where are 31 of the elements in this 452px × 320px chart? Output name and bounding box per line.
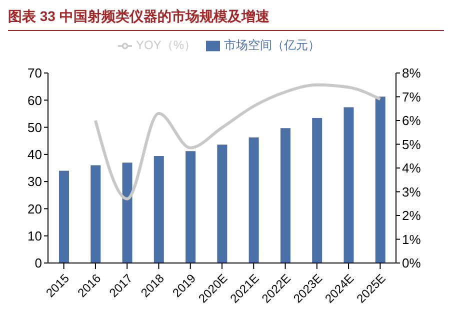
bar <box>217 144 228 263</box>
y2-tick-label: 0% <box>402 256 422 271</box>
bar <box>312 118 322 263</box>
bar <box>375 96 386 263</box>
y2-tick-label: 1% <box>402 232 422 247</box>
y2-tick-label: 6% <box>402 113 422 128</box>
y2-tick-label: 4% <box>402 160 422 176</box>
chart-title: 图表 33 中国射频类仪器的市场规模及增速 <box>8 8 444 31</box>
bar <box>248 137 259 263</box>
bar <box>280 128 290 263</box>
y2-tick-label: 8% <box>402 66 422 81</box>
bar <box>154 156 164 263</box>
bar <box>186 151 196 263</box>
y2-tick-label: 5% <box>402 136 422 152</box>
bar <box>122 162 132 263</box>
bar <box>59 170 69 263</box>
y-tick-label: 30 <box>28 174 42 190</box>
y2-tick-label: 3% <box>402 184 422 200</box>
y-tick-label: 60 <box>28 92 42 108</box>
y-tick-label: 20 <box>28 201 42 216</box>
y2-tick-label: 2% <box>402 208 422 224</box>
legend-label: 市场空间（亿元） <box>224 38 320 52</box>
y-tick-label: 50 <box>28 120 42 135</box>
y-tick-label: 40 <box>28 147 42 162</box>
bar <box>90 165 101 263</box>
y-tick-label: 0 <box>34 256 42 271</box>
line-series <box>94 83 382 200</box>
y2-tick-label: 7% <box>402 89 422 104</box>
y-tick-label: 10 <box>28 228 42 244</box>
bar <box>344 107 354 263</box>
y-tick-label: 70 <box>28 66 42 81</box>
